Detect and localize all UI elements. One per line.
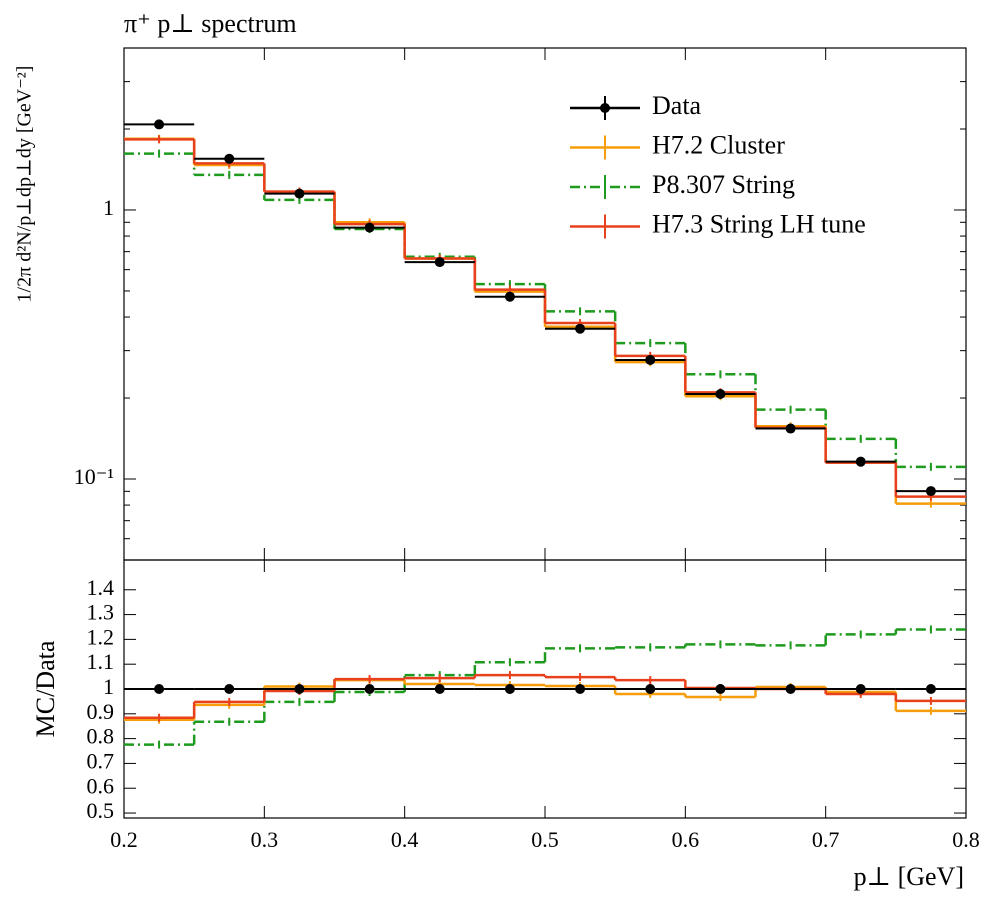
- data-point: [575, 684, 586, 694]
- data-point: [434, 257, 445, 268]
- data-point: [715, 389, 726, 400]
- x-tick-label: 0.5: [531, 827, 559, 852]
- chart-title: π⁺ p⊥ spectrum: [124, 9, 297, 38]
- data-point: [224, 153, 235, 164]
- data-point: [154, 684, 165, 694]
- data-point: [224, 684, 235, 694]
- data-point: [715, 684, 726, 694]
- y-tick-label: 0.8: [87, 724, 115, 749]
- data-point: [504, 684, 515, 694]
- data-point: [575, 323, 586, 334]
- y-tick-label: 1: [103, 195, 114, 220]
- data-point: [925, 684, 936, 694]
- x-axis-label: p⊥ [GeV]: [854, 862, 964, 891]
- y-tick-label: 0.7: [87, 748, 115, 773]
- data-point: [785, 684, 796, 694]
- x-tick-label: 0.6: [672, 827, 700, 852]
- data-point: [154, 119, 165, 130]
- y-tick-label: 0.9: [87, 699, 115, 724]
- x-tick-label: 0.4: [391, 827, 419, 852]
- legend-marker: [600, 103, 610, 113]
- data-point: [785, 423, 796, 434]
- data-point: [855, 684, 866, 694]
- data-point: [645, 684, 656, 694]
- data-point: [855, 456, 866, 467]
- legend-label: H7.2 Cluster: [652, 130, 785, 159]
- data-point: [504, 291, 515, 302]
- data-point: [925, 486, 936, 497]
- legend-label: P8.307 String: [652, 170, 795, 199]
- data-point: [294, 188, 305, 199]
- data-point: [645, 354, 656, 365]
- y-tick-label: 1.3: [87, 600, 115, 625]
- data-point: [364, 684, 375, 694]
- y-tick-label: 10⁻¹: [74, 464, 114, 489]
- data-point: [294, 684, 305, 694]
- y-tick-label: 0.5: [87, 798, 115, 823]
- x-tick-label: 0.3: [251, 827, 279, 852]
- y-tick-label: 1.4: [87, 575, 115, 600]
- y-tick-label: 1.2: [87, 624, 115, 649]
- y-tick-label: 0.6: [87, 773, 115, 798]
- data-point: [364, 222, 375, 233]
- y-tick-label: 1: [103, 674, 114, 699]
- legend-label: Data: [652, 91, 702, 120]
- y-axis-label: 1/2π d²N/p⊥dp⊥dy [GeV⁻²]: [14, 66, 36, 303]
- y-tick-label: 1.1: [87, 649, 115, 674]
- legend-label: H7.3 String LH tune: [652, 209, 866, 238]
- x-tick-label: 0.2: [110, 827, 138, 852]
- data-point: [434, 684, 445, 694]
- x-tick-label: 0.7: [812, 827, 840, 852]
- ratio-y-axis-label: MC/Data: [31, 640, 60, 737]
- x-tick-label: 0.8: [952, 827, 980, 852]
